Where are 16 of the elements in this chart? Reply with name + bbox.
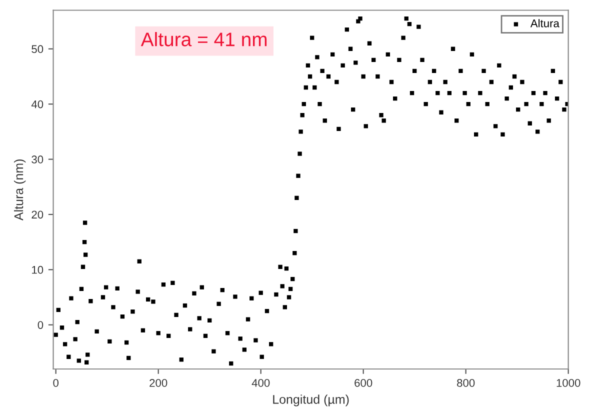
- y-tick-label: 20: [32, 210, 44, 219]
- y-tick-label: 0: [38, 321, 44, 329]
- legend-label: Altura: [530, 19, 560, 28]
- x-tick-label: 0: [53, 379, 58, 387]
- y-tick-label: 30: [32, 156, 44, 164]
- x-tick-label: 600: [354, 379, 372, 387]
- annotation: Altura = 41 nm: [140, 32, 267, 46]
- y-axis-title: Altura (nm): [14, 159, 26, 221]
- y-tick-label: 10: [32, 266, 44, 274]
- x-tick-label: 400: [252, 379, 270, 387]
- y-tick-label: 50: [32, 45, 44, 54]
- x-tick-label: 800: [457, 379, 475, 387]
- y-tick-label: 40: [31, 100, 44, 108]
- x-axis-title: Longitud (µm): [273, 394, 349, 406]
- x-tick-label: 1000: [556, 379, 580, 387]
- x-tick-label: 200: [150, 379, 168, 387]
